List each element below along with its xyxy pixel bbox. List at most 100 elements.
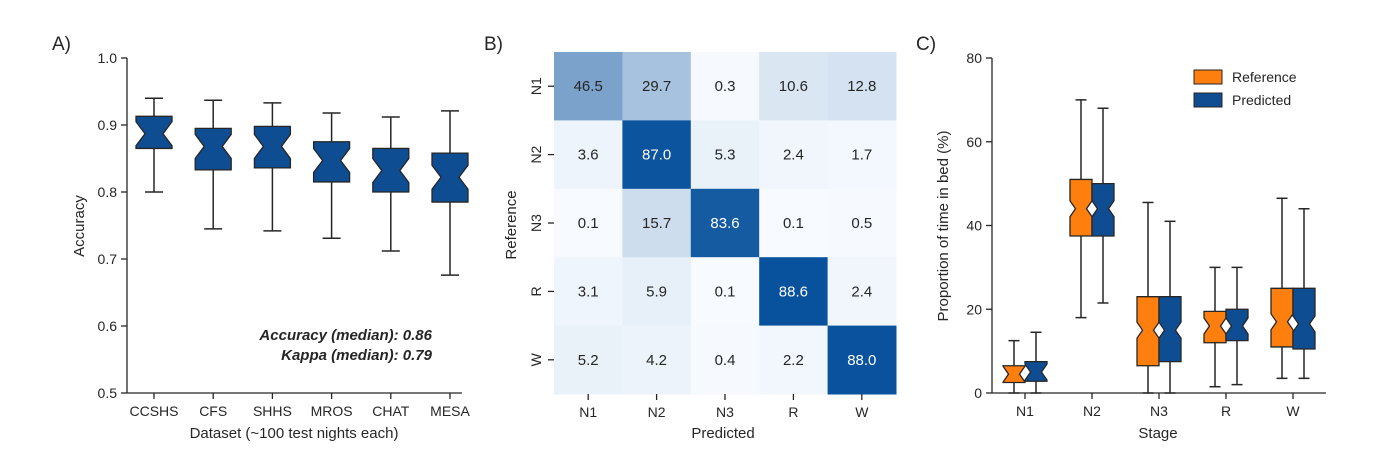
heatmap-cell — [554, 325, 623, 395]
panel-c-y-tick-label: 80 — [966, 50, 982, 66]
panel-a-x-tick-label: CCSHS — [129, 403, 178, 419]
panel-a-x-tick-label: SHHS — [253, 403, 292, 419]
heatmap-cell-value: 10.6 — [779, 78, 808, 95]
panel-b-confusion-matrix: B) 46.5 29.7 0.3 10.6 12.8 3.6 87.0 5.3 2.4 1.7 0.… — [484, 34, 897, 442]
panel-a-x-tick-label: MESA — [430, 403, 470, 419]
panel-b-x-tick-label: N3 — [716, 404, 734, 420]
panel-c-box-w-predicted-box — [1292, 287, 1316, 350]
heatmap-cell-value: 15.7 — [642, 215, 671, 232]
heatmap-cell — [690, 52, 760, 121]
heatmap-cell — [554, 257, 623, 327]
heatmap-cell-value: 4.2 — [646, 352, 667, 369]
panel-b-y-tick-label: N2 — [528, 145, 544, 163]
panel-c-y-axis-label: Proportion of time in bed (%) — [935, 131, 952, 322]
heatmap-cell-value: 0.3 — [715, 78, 736, 95]
panel-b-y-tick-label: W — [528, 352, 544, 366]
panel-b-y-tick-label: N3 — [528, 214, 544, 232]
heatmap-cell-value: 0.1 — [715, 283, 736, 300]
panel-c-boxes — [1002, 99, 1316, 394]
panel-a-kappa-annotation: Kappa (median): 0.79 — [281, 347, 433, 364]
panel-a-box-shhs-box — [253, 125, 292, 169]
heatmap-cell — [622, 325, 692, 395]
heatmap-cell — [690, 120, 760, 190]
panel-c-x-tick-label: W — [1286, 403, 1300, 419]
panel-c-x-tick-label: N1 — [1016, 403, 1034, 419]
heatmap-cell — [759, 188, 829, 258]
panel-a-axes: 0.5 0.6 0.7 0.8 0.9 1.0 CCSHS CFS SHHS MROS CHAT ME… — [98, 50, 471, 419]
panel-a-letter: A) — [52, 34, 71, 55]
panel-a-box-cfs-box — [194, 127, 232, 171]
heatmap-cell-value: 2.2 — [783, 352, 804, 369]
heatmap-cell-value: 88.0 — [847, 352, 876, 369]
panel-b-cells: 46.5 29.7 0.3 10.6 12.8 3.6 87.0 5.3 2.4 1.7 0.1 15… — [554, 52, 897, 395]
heatmap-cell — [554, 52, 623, 121]
heatmap-cell — [622, 188, 692, 258]
heatmap-cell — [622, 257, 692, 327]
panel-a-box-chat-box — [372, 147, 410, 193]
panel-c-x-axis-label: Stage — [1138, 425, 1177, 442]
panel-c-box-n2-reference-box — [1069, 178, 1093, 237]
panel-a-boxes — [135, 97, 469, 276]
heatmap-cell — [554, 188, 623, 258]
heatmap-cell — [759, 52, 829, 121]
panel-b-letter: B) — [484, 34, 503, 55]
heatmap-cell — [827, 120, 897, 190]
panel-c-box-n2-predicted-box — [1091, 182, 1115, 237]
heatmap-cell-value: 0.5 — [851, 215, 872, 232]
heatmap-cell-value: 5.9 — [646, 283, 667, 300]
heatmap-cell — [827, 52, 897, 121]
heatmap-cell — [827, 257, 897, 327]
panel-b-x-tick-label: R — [788, 404, 798, 420]
panel-c-box-n3-reference-box — [1136, 296, 1160, 367]
heatmap-cell-value: 5.2 — [578, 352, 599, 369]
heatmap-cell-value: 83.6 — [710, 215, 739, 232]
heatmap-cell-value: 1.7 — [851, 147, 872, 164]
panel-b-y-axis-label: Reference — [503, 190, 520, 259]
panel-a-y-tick-label: 0.5 — [98, 385, 118, 401]
panel-a-box-ccshs-box — [135, 115, 173, 150]
panel-a-y-tick-label: 0.7 — [98, 251, 118, 267]
panel-c-box-n3-predicted-box — [1158, 296, 1182, 363]
heatmap-cell — [759, 257, 829, 327]
panel-c-box-w-reference-box — [1270, 287, 1294, 348]
panel-c-y-tick-label: 60 — [966, 134, 982, 150]
panel-a-x-tick-label: CHAT — [372, 403, 410, 419]
panel-c-x-tick-label: R — [1221, 403, 1231, 419]
heatmap-cell — [827, 325, 897, 395]
panel-b-x-tick-label: N1 — [579, 404, 597, 420]
legend-label-reference: Reference — [1232, 69, 1297, 85]
panel-c-y-tick-label: 20 — [966, 301, 982, 317]
heatmap-cell-value: 0.1 — [578, 215, 599, 232]
heatmap-cell-value: 3.6 — [578, 147, 599, 164]
heatmap-cell — [827, 188, 897, 258]
heatmap-cell-value: 29.7 — [642, 78, 671, 95]
panel-c-axes: 0 20 40 60 80 N1 N2 N3 R W — [966, 50, 1326, 419]
panel-a-x-tick-label: MROS — [311, 403, 353, 419]
heatmap-cell-value: 12.8 — [847, 78, 876, 95]
heatmap-cell-value: 88.6 — [779, 283, 808, 300]
legend-label-predicted: Predicted — [1232, 92, 1291, 108]
heatmap-cell — [759, 120, 829, 190]
panel-a-y-tick-label: 1.0 — [98, 50, 118, 66]
panel-c-y-tick-label: 40 — [966, 218, 982, 234]
panel-c-box-n1-predicted-box — [1024, 360, 1048, 382]
panel-c-x-tick-label: N2 — [1083, 403, 1101, 419]
heatmap-cell — [554, 120, 623, 190]
panel-a-box-mesa-box — [431, 152, 469, 203]
panel-c-y-tick-label: 0 — [974, 385, 982, 401]
panel-a-accuracy-annotation: Accuracy (median): 0.86 — [258, 327, 432, 344]
heatmap-cell-value: 0.1 — [783, 215, 804, 232]
panel-a-x-tick-label: CFS — [199, 403, 227, 419]
panel-c-stage-proportion-boxplot: C) 0 20 40 60 80 N1 N2 N3 R W Stage Proportion of… — [916, 34, 1326, 442]
heatmap-cell — [622, 52, 692, 121]
panel-b-x-tick-label: W — [855, 404, 869, 420]
heatmap-cell — [622, 120, 692, 190]
heatmap-cell — [690, 325, 760, 395]
heatmap-cell-value: 87.0 — [642, 147, 671, 164]
panel-a-y-tick-label: 0.9 — [98, 117, 118, 133]
panel-a-y-axis-label: Accuracy — [71, 195, 88, 257]
panel-b-y-tick-label: N1 — [528, 77, 544, 95]
panel-c-box-n1-reference-box — [1002, 365, 1026, 384]
heatmap-cell-value: 2.4 — [851, 283, 872, 300]
